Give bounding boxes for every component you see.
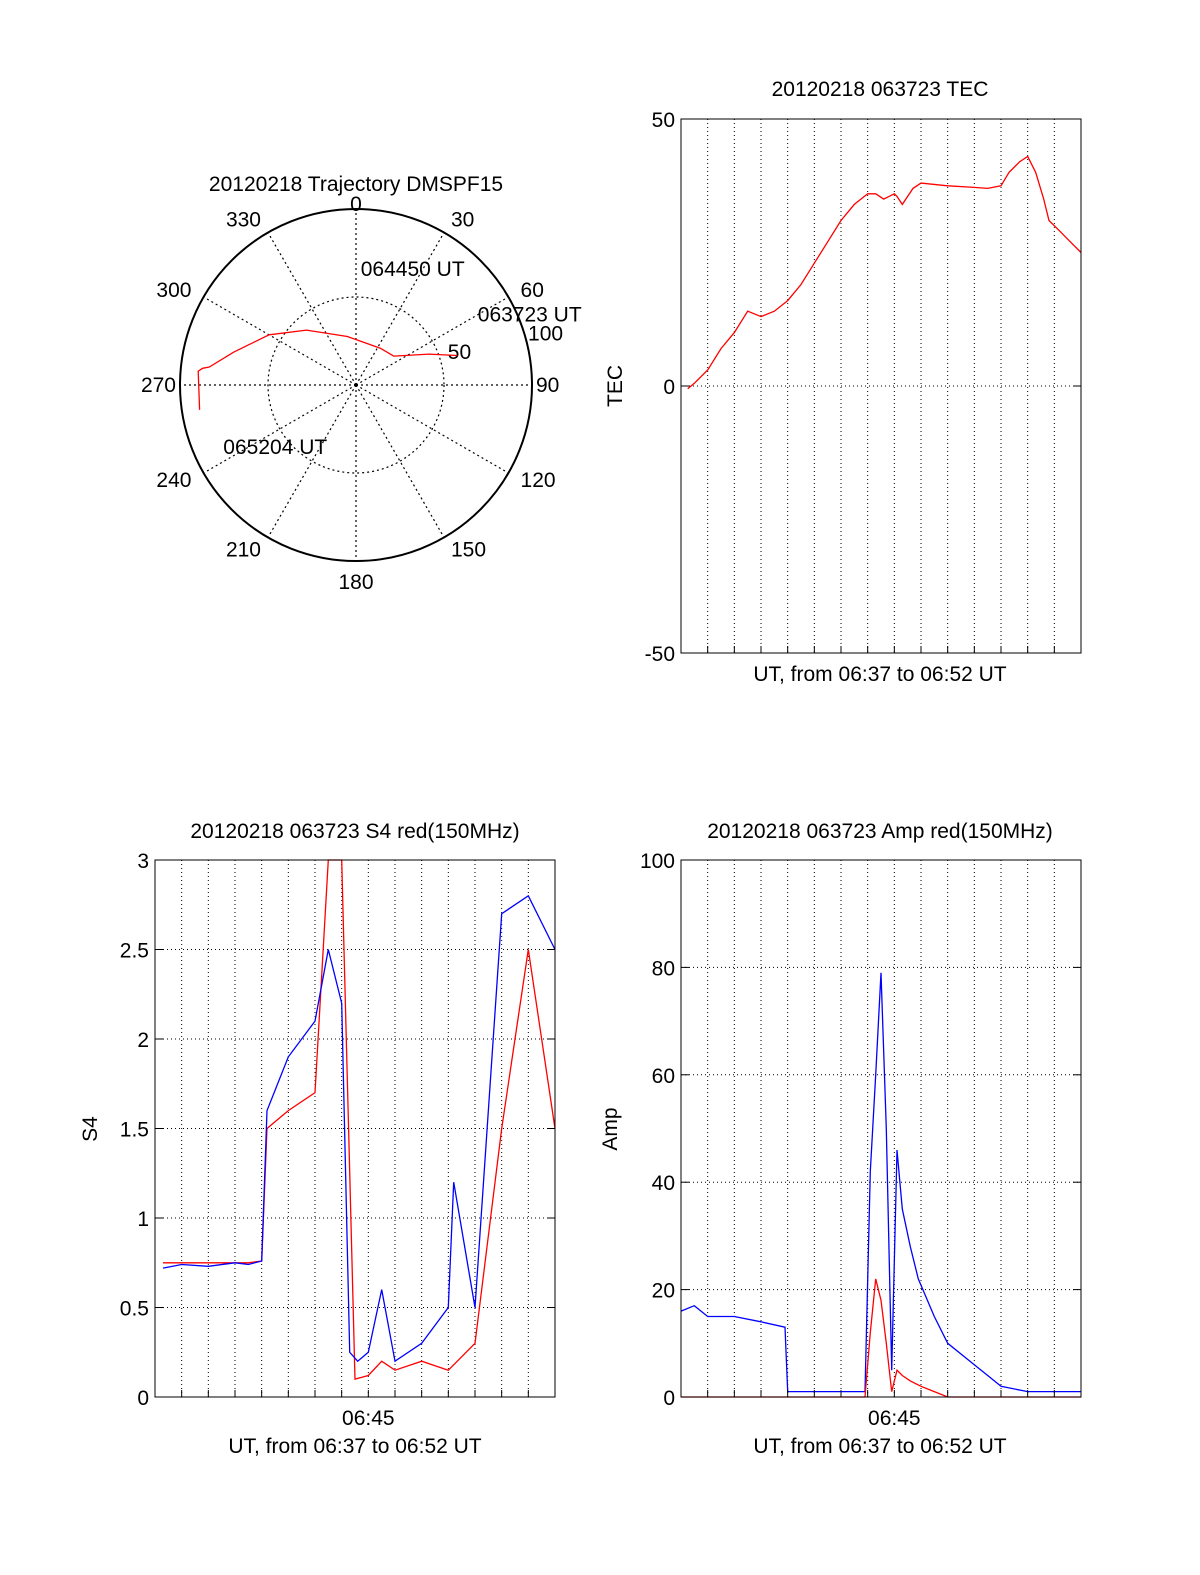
amp-ytick-label: 60 xyxy=(652,1065,675,1088)
polar-radial-label-50: 50 xyxy=(448,341,471,364)
amp-plot-frame xyxy=(680,859,1082,1398)
tec-ytick-label: 50 xyxy=(652,109,675,132)
polar-spoke-150 xyxy=(355,384,445,538)
amp-chart: 20120218 063723 Amp red(150MHz) 0 20 40 60 8… xyxy=(599,820,1082,1458)
amp-xlabel: UT, from 06:37 to 06:52 UT xyxy=(753,1435,1006,1458)
polar-angle-label-300: 300 xyxy=(156,279,191,302)
s4-xlabel: UT, from 06:37 to 06:52 UT xyxy=(228,1435,481,1458)
polar-spoke-60 xyxy=(355,296,509,386)
polar-angle-label-120: 120 xyxy=(521,469,556,492)
tec-series xyxy=(687,155,1082,390)
tec-yticks: -50 0 50 xyxy=(645,109,1081,666)
polar-spoke-30 xyxy=(355,232,445,386)
s4-ytick-label: 2 xyxy=(137,1029,149,1052)
s4-grid xyxy=(155,860,555,1397)
tec-ytick-label: -50 xyxy=(645,643,675,666)
amp-series xyxy=(680,972,1081,1398)
tec-series-red-line xyxy=(687,155,1082,390)
s4-ytick-label: 2.5 xyxy=(120,940,149,963)
polar-angle-label-90: 90 xyxy=(536,374,559,397)
polar-spoke-120 xyxy=(355,384,509,474)
polar-grid xyxy=(180,209,532,561)
amp-ytick-label: 0 xyxy=(663,1387,675,1410)
amp-ytick-label: 80 xyxy=(652,957,675,980)
amp-yticks: 0 20 40 60 80 100 xyxy=(640,850,1081,1410)
polar-angle-label-330: 330 xyxy=(226,209,261,232)
polar-angle-label-270: 270 xyxy=(141,374,176,397)
amp-ytick-label: 40 xyxy=(652,1172,675,1195)
polar-spoke-210 xyxy=(267,384,357,538)
s4-ytick-label: 0 xyxy=(137,1387,149,1410)
polar-angle-label-180: 180 xyxy=(338,571,373,594)
polar-spoke-330 xyxy=(267,232,357,386)
polar-trajectory-chart: 20120218 Trajectory DMSPF15 0 30 60 90 120 15… xyxy=(141,173,582,594)
polar-radial-label-100: 100 xyxy=(528,323,563,346)
amp-xtick-label: 06:45 xyxy=(868,1407,921,1430)
s4-xticks: 06:45 xyxy=(181,1390,529,1430)
polar-angle-label-0: 0 xyxy=(350,193,362,216)
amp-title: 20120218 063723 Amp red(150MHz) xyxy=(707,820,1053,843)
s4-series-blue-line xyxy=(162,894,556,1363)
polar-angle-label-30: 30 xyxy=(451,209,474,232)
tec-chart: 20120218 063723 TEC -50 0 50 TEC UT, from … xyxy=(604,78,1082,686)
s4-chart: 20120218 063723 S4 red(150MHz) 0 0.5 1 1.5 2… xyxy=(79,820,556,1458)
s4-series-red-line xyxy=(163,859,556,1380)
amp-series-red-line xyxy=(681,1278,1081,1398)
polar-title: 20120218 Trajectory DMSPF15 xyxy=(209,173,503,196)
s4-xtick-label: 06:45 xyxy=(342,1407,395,1430)
polar-angle-labels: 0 30 60 90 120 150 180 210 240 270 300 330 xyxy=(141,193,559,594)
tec-ylabel: TEC xyxy=(604,365,627,407)
s4-series xyxy=(162,859,556,1380)
polar-angle-label-150: 150 xyxy=(451,539,486,562)
trajectory-annotation: 065204 UT xyxy=(223,436,327,459)
amp-ytick-label: 20 xyxy=(652,1280,675,1303)
polar-angle-label-240: 240 xyxy=(156,469,191,492)
amp-xticks: 06:45 xyxy=(707,1390,1055,1430)
s4-yticks: 0 0.5 1 1.5 2 2.5 3 xyxy=(120,850,555,1410)
s4-ytick-label: 0.5 xyxy=(120,1298,149,1321)
tec-title: 20120218 063723 TEC xyxy=(772,78,989,101)
s4-ytick-label: 1 xyxy=(137,1208,149,1231)
polar-spoke-240 xyxy=(203,384,357,474)
polar-angle-label-60: 60 xyxy=(521,279,544,302)
polar-angle-label-210: 210 xyxy=(226,539,261,562)
amp-ytick-label: 100 xyxy=(640,850,675,873)
s4-title: 20120218 063723 S4 red(150MHz) xyxy=(190,820,519,843)
polar-radial-labels: 50 100 xyxy=(448,323,563,364)
tec-ytick-label: 0 xyxy=(663,376,675,399)
trajectory-annotations: 063723 UT 064450 UT 065204 UT xyxy=(223,258,582,459)
amp-series-blue-line xyxy=(680,972,1081,1393)
s4-ylabel: S4 xyxy=(79,1116,102,1142)
tec-xlabel: UT, from 06:37 to 06:52 UT xyxy=(753,663,1006,686)
trajectory-line xyxy=(197,329,458,410)
tec-grid xyxy=(681,119,1081,653)
polar-spoke-300 xyxy=(203,296,357,386)
s4-ytick-label: 3 xyxy=(137,850,149,873)
amp-grid xyxy=(681,860,1081,1397)
trajectory-annotation: 064450 UT xyxy=(361,258,465,281)
amp-ylabel: Amp xyxy=(599,1107,622,1150)
polar-ring-50 xyxy=(267,296,445,474)
trajectory-annotation: 063723 UT xyxy=(478,304,582,327)
polar-outer-circle xyxy=(179,208,533,562)
s4-ytick-label: 1.5 xyxy=(120,1119,149,1142)
